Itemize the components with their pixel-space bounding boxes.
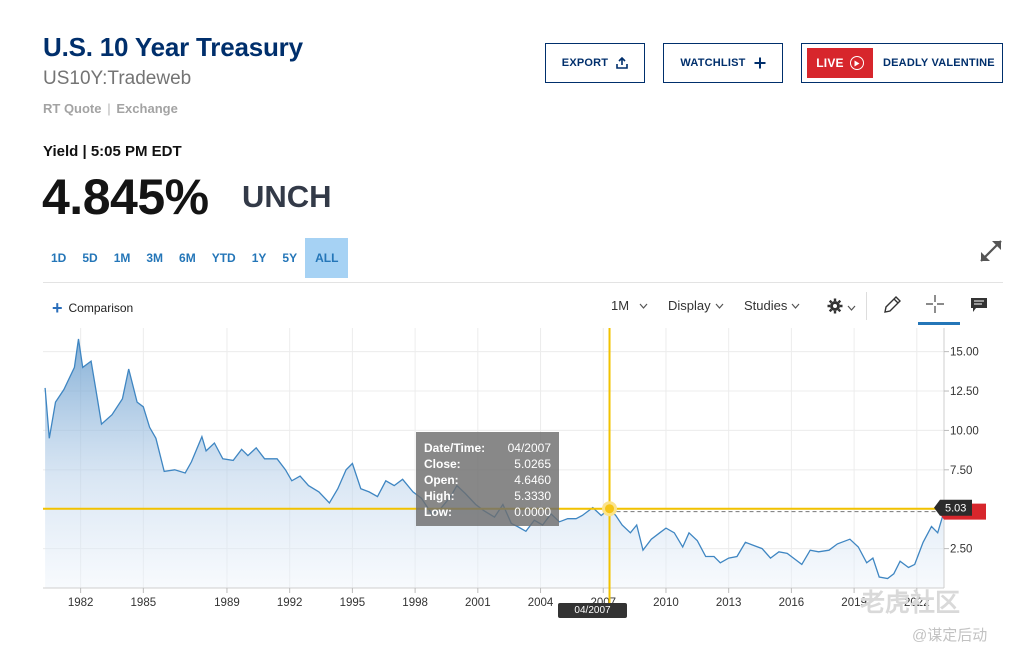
- symbol-label: US10Y:Tradeweb: [43, 68, 192, 89]
- studies-label: Studies: [744, 298, 788, 313]
- display-label: Display: [668, 298, 711, 313]
- tooltip-open-value: 4.6460: [514, 473, 551, 487]
- x-tick-label: 2001: [465, 597, 491, 609]
- tab-all[interactable]: ALL: [305, 238, 349, 278]
- watermark-handle: @谋定后动: [912, 627, 988, 644]
- tab-5d[interactable]: 5D: [82, 251, 98, 265]
- settings-menu[interactable]: [827, 298, 856, 317]
- tab-6m[interactable]: 6M: [179, 251, 196, 265]
- tooltip-row-low: Low: 0.0000: [424, 504, 551, 520]
- interval-select[interactable]: 1M: [611, 298, 648, 313]
- tab-1m[interactable]: 1M: [113, 251, 131, 265]
- crosshair-value-text: 5.03: [945, 503, 966, 515]
- y-tick-label: 15.00: [950, 347, 979, 359]
- x-tick-label: 2010: [653, 597, 679, 609]
- x-axis-ticks: 1982198519891992199519982001200420072010…: [68, 588, 930, 609]
- x-tick-label: 2013: [716, 597, 742, 609]
- plus-icon: +: [52, 298, 63, 318]
- comment-icon[interactable]: [970, 297, 988, 313]
- tooltip-high-value: 5.3330: [514, 489, 551, 503]
- x-tick-label: 1992: [277, 597, 303, 609]
- data-tooltip: Date/Time: 04/2007 Close: 5.0265 Open: 4.64…: [416, 432, 559, 526]
- series-area: [45, 339, 945, 588]
- tab-1y[interactable]: 1Y: [251, 251, 267, 265]
- live-badge: LIVE: [807, 48, 873, 78]
- tooltip-low-value: 0.0000: [514, 505, 551, 519]
- chevron-down-icon: [847, 305, 856, 311]
- range-tabs: 1D 5D 1M 3M 6M YTD 1Y 5Y ALL: [43, 238, 349, 278]
- tooltip-high-label: High:: [424, 489, 455, 503]
- crosshair-value-flag: [934, 499, 972, 516]
- live-label: LIVE: [816, 56, 844, 70]
- share-icon: [616, 57, 629, 69]
- x-tick-label: 1985: [131, 597, 157, 609]
- chevron-down-icon: [639, 303, 648, 309]
- chevron-down-icon: [715, 303, 724, 309]
- tab-3m[interactable]: 3M: [146, 251, 164, 265]
- tooltip-row-high: High: 5.3330: [424, 488, 551, 504]
- x-tick-label: 2004: [528, 597, 554, 609]
- y-tick-label: 2.50: [950, 544, 972, 556]
- tooltip-date-label: Date/Time:: [424, 441, 486, 455]
- tooltip-date-value: 04/2007: [507, 441, 551, 455]
- y-tick-label: 12.50: [950, 386, 979, 398]
- toolbar-divider: [43, 282, 1003, 283]
- yield-timestamp: Yield | 5:05 PM EDT: [43, 143, 182, 160]
- crosshair-icon[interactable]: [926, 295, 944, 313]
- tooltip-open-label: Open:: [424, 473, 459, 487]
- page-title: U.S. 10 Year Treasury: [43, 32, 303, 62]
- x-tick-label: 2022: [904, 597, 930, 609]
- x-tick-label: 2019: [841, 597, 867, 609]
- x-tick-label: 1989: [214, 597, 240, 609]
- interval-label: 1M: [611, 298, 630, 313]
- draw-icon[interactable]: [883, 295, 902, 314]
- comparison-button[interactable]: + Comparison: [52, 298, 134, 318]
- tab-ytd[interactable]: YTD: [211, 251, 236, 265]
- x-tick-label: 1995: [340, 597, 366, 609]
- quote-type: RT Quote: [43, 101, 102, 116]
- x-tick-label: 1982: [68, 597, 94, 609]
- watchlist-label: WATCHLIST: [680, 57, 746, 69]
- tab-1d[interactable]: 1D: [51, 251, 67, 265]
- comparison-label: Comparison: [68, 301, 134, 315]
- exchange-label: Exchange: [116, 101, 178, 116]
- tab-5y[interactable]: 5Y: [282, 251, 298, 265]
- y-tick-label: 10.00: [950, 425, 979, 437]
- studies-menu[interactable]: Studies: [744, 298, 800, 313]
- quote-source: RT Quote | Exchange: [43, 101, 178, 116]
- y-tick-label: 7.50: [950, 465, 972, 477]
- plus-icon: [754, 57, 766, 69]
- chevron-down-icon: [791, 303, 800, 309]
- tooltip-row-open: Open: 4.6460: [424, 472, 551, 488]
- quote-separator: |: [107, 101, 111, 116]
- watermark-brand: 老虎社区: [860, 589, 961, 617]
- display-menu[interactable]: Display: [668, 298, 724, 313]
- live-button[interactable]: LIVE DEADLY VALENTINE: [801, 43, 1003, 83]
- crosshair-point: [602, 501, 618, 517]
- export-label: EXPORT: [561, 57, 609, 69]
- tooltip-row-date: Date/Time: 04/2007: [424, 440, 551, 456]
- tooltip-close-value: 5.0265: [514, 457, 551, 471]
- crosshair-active-indicator: [918, 322, 960, 325]
- price-flag: 5.03: [934, 499, 986, 520]
- crosshair-date-flag: 04/2007: [558, 603, 627, 618]
- x-tick-label: 1998: [402, 597, 428, 609]
- tooltip-low-label: Low:: [424, 505, 452, 519]
- watchlist-button[interactable]: WATCHLIST: [663, 43, 783, 83]
- play-icon: [849, 56, 864, 70]
- tooltip-row-close: Close: 5.0265: [424, 456, 551, 472]
- toolbar-separator: [866, 292, 867, 320]
- export-button[interactable]: EXPORT: [545, 43, 645, 83]
- gear-icon: [827, 298, 843, 317]
- expand-icon[interactable]: [978, 238, 1004, 269]
- live-show-title: DEADLY VALENTINE: [883, 57, 995, 69]
- last-price: 4.845%: [42, 169, 209, 225]
- tooltip-close-label: Close:: [424, 457, 461, 471]
- x-tick-label: 2016: [779, 597, 805, 609]
- price-change: UNCH: [242, 179, 332, 214]
